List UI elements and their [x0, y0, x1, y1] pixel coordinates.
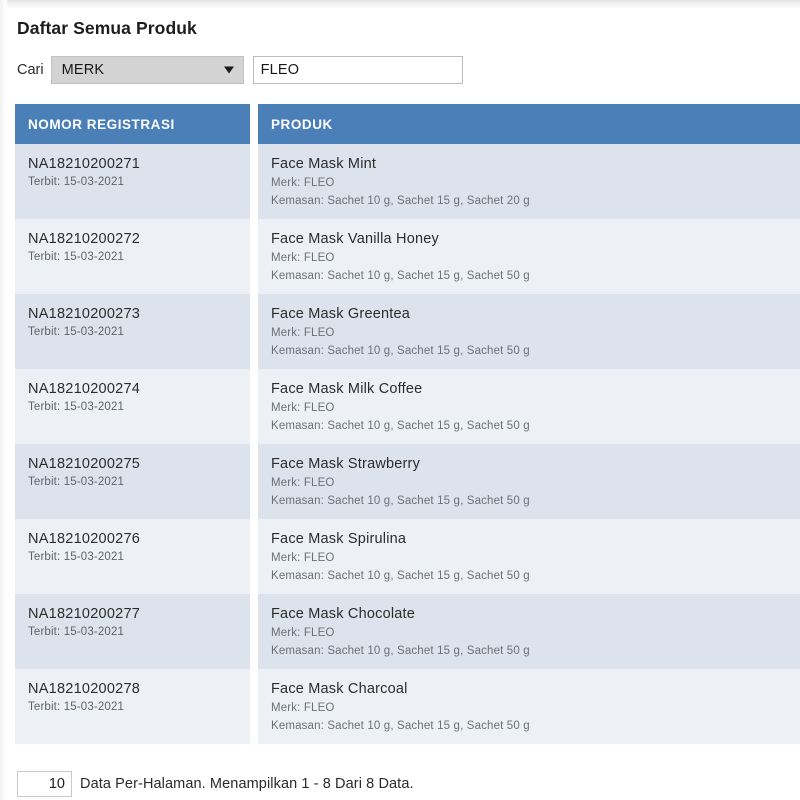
issue-date: Terbit: 15-03-2021: [28, 251, 125, 263]
search-bar: Cari MERK: [17, 56, 463, 84]
page-title: Daftar Semua Produk: [17, 18, 197, 38]
top-edge-shadow: [0, 0, 800, 9]
issue-date: Terbit: 15-03-2021: [28, 176, 125, 188]
row-divider: [250, 219, 258, 294]
registration-number: NA18210200277: [28, 606, 141, 622]
row-divider: [250, 369, 258, 444]
registration-number: NA18210200276: [28, 531, 141, 547]
cell-nomor-registrasi: NA18210200273 Terbit: 15-03-2021: [15, 294, 250, 369]
product-packaging: Kemasan: Sachet 10 g, Sachet 15 g, Sache…: [271, 720, 530, 732]
product-packaging: Kemasan: Sachet 10 g, Sachet 15 g, Sache…: [271, 420, 530, 432]
table-row[interactable]: NA18210200273 Terbit: 15-03-2021 Face Ma…: [15, 294, 800, 369]
search-query-input[interactable]: [252, 56, 463, 84]
cell-produk: Face Mask Chocolate Merk: FLEO Kemasan: …: [258, 594, 800, 669]
cell-produk: Face Mask Vanilla Honey Merk: FLEO Kemas…: [258, 219, 800, 294]
cell-produk: Face Mask Greentea Merk: FLEO Kemasan: S…: [258, 294, 800, 369]
row-divider: [250, 669, 258, 744]
product-name: Face Mask Strawberry: [271, 456, 421, 472]
product-packaging: Kemasan: Sachet 10 g, Sachet 15 g, Sache…: [271, 345, 530, 357]
product-brand: Merk: FLEO: [271, 552, 335, 564]
row-divider: [250, 519, 258, 594]
cell-nomor-registrasi: NA18210200274 Terbit: 15-03-2021: [15, 369, 250, 444]
table-row[interactable]: NA18210200274 Terbit: 15-03-2021 Face Ma…: [15, 369, 800, 444]
cell-nomor-registrasi: NA18210200278 Terbit: 15-03-2021: [15, 669, 250, 744]
issue-date: Terbit: 15-03-2021: [28, 626, 125, 638]
cell-nomor-registrasi: NA18210200271 Terbit: 15-03-2021: [15, 144, 250, 219]
product-name: Face Mask Charcoal: [271, 681, 408, 697]
product-name: Face Mask Vanilla Honey: [271, 231, 439, 247]
cell-nomor-registrasi: NA18210200276 Terbit: 15-03-2021: [15, 519, 250, 594]
registration-number: NA18210200278: [28, 681, 141, 697]
product-packaging: Kemasan: Sachet 10 g, Sachet 15 g, Sache…: [271, 645, 530, 657]
row-divider: [250, 444, 258, 519]
product-packaging: Kemasan: Sachet 10 g, Sachet 15 g, Sache…: [271, 570, 530, 582]
product-packaging: Kemasan: Sachet 10 g, Sachet 15 g, Sache…: [271, 495, 530, 507]
product-packaging: Kemasan: Sachet 10 g, Sachet 15 g, Sache…: [271, 270, 530, 282]
product-name: Face Mask Chocolate: [271, 606, 416, 622]
cell-produk: Face Mask Charcoal Merk: FLEO Kemasan: S…: [258, 669, 800, 744]
product-name: Face Mask Mint: [271, 156, 377, 172]
column-divider: [250, 104, 258, 144]
search-field-selected-value: MERK: [61, 62, 105, 78]
row-divider: [250, 144, 258, 219]
issue-date: Terbit: 15-03-2021: [28, 476, 125, 488]
product-name: Face Mask Spirulina: [271, 531, 407, 547]
issue-date: Terbit: 15-03-2021: [28, 401, 125, 413]
table-body: NA18210200271 Terbit: 15-03-2021 Face Ma…: [15, 144, 800, 744]
product-packaging: Kemasan: Sachet 10 g, Sachet 15 g, Sache…: [271, 195, 530, 207]
product-brand: Merk: FLEO: [271, 627, 335, 639]
product-name: Face Mask Greentea: [271, 306, 410, 322]
product-brand: Merk: FLEO: [271, 327, 335, 339]
registration-number: NA18210200274: [28, 381, 141, 397]
table-row[interactable]: NA18210200275 Terbit: 15-03-2021 Face Ma…: [15, 444, 800, 519]
cell-nomor-registrasi: NA18210200272 Terbit: 15-03-2021: [15, 219, 250, 294]
per-page-input[interactable]: [17, 771, 72, 797]
table-row[interactable]: NA18210200278 Terbit: 15-03-2021 Face Ma…: [15, 669, 800, 744]
column-header-produk[interactable]: PRODUK: [258, 104, 800, 144]
cell-produk: Face Mask Spirulina Merk: FLEO Kemasan: …: [258, 519, 800, 594]
column-header-nomor-registrasi[interactable]: NOMOR REGISTRASI: [15, 104, 250, 144]
cell-nomor-registrasi: NA18210200277 Terbit: 15-03-2021: [15, 594, 250, 669]
table-row[interactable]: NA18210200272 Terbit: 15-03-2021 Face Ma…: [15, 219, 800, 294]
registration-number: NA18210200275: [28, 456, 141, 472]
product-table: NOMOR REGISTRASI PRODUK NA18210200271 Te…: [15, 104, 800, 744]
issue-date: Terbit: 15-03-2021: [28, 701, 125, 713]
table-header-row: NOMOR REGISTRASI PRODUK: [15, 104, 800, 144]
product-brand: Merk: FLEO: [271, 477, 335, 489]
registration-number: NA18210200272: [28, 231, 141, 247]
product-name: Face Mask Milk Coffee: [271, 381, 423, 397]
product-brand: Merk: FLEO: [271, 402, 335, 414]
issue-date: Terbit: 15-03-2021: [28, 326, 125, 338]
search-field-select[interactable]: MERK: [50, 56, 244, 84]
row-divider: [250, 594, 258, 669]
cell-nomor-registrasi: NA18210200275 Terbit: 15-03-2021: [15, 444, 250, 519]
table-row[interactable]: NA18210200276 Terbit: 15-03-2021 Face Ma…: [15, 519, 800, 594]
chevron-down-icon: [223, 66, 234, 74]
product-brand: Merk: FLEO: [271, 702, 335, 714]
product-brand: Merk: FLEO: [271, 252, 335, 264]
cell-produk: Face Mask Milk Coffee Merk: FLEO Kemasan…: [258, 369, 800, 444]
issue-date: Terbit: 15-03-2021: [28, 551, 125, 563]
cell-produk: Face Mask Strawberry Merk: FLEO Kemasan:…: [258, 444, 800, 519]
table-row[interactable]: NA18210200271 Terbit: 15-03-2021 Face Ma…: [15, 144, 800, 219]
pagination-status-text: Data Per-Halaman. Menampilkan 1 - 8 Dari…: [80, 776, 414, 792]
search-label: Cari: [17, 62, 44, 78]
product-brand: Merk: FLEO: [271, 177, 335, 189]
pagination-footer: Data Per-Halaman. Menampilkan 1 - 8 Dari…: [17, 771, 414, 797]
registration-number: NA18210200273: [28, 306, 141, 322]
registration-number: NA18210200271: [28, 156, 141, 172]
table-row[interactable]: NA18210200277 Terbit: 15-03-2021 Face Ma…: [15, 594, 800, 669]
left-edge-shadow: [0, 0, 7, 800]
cell-produk: Face Mask Mint Merk: FLEO Kemasan: Sache…: [258, 144, 800, 219]
row-divider: [250, 294, 258, 369]
